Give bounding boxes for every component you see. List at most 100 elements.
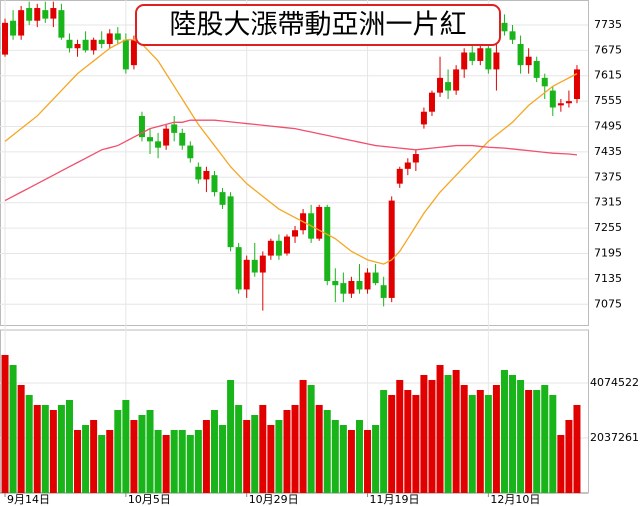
candle-body <box>541 77 548 87</box>
moving-average <box>4 39 578 265</box>
price-panel <box>0 0 589 326</box>
candle-body <box>171 124 178 133</box>
volume-bar <box>9 364 17 493</box>
volume-bar <box>259 404 267 493</box>
volume-bar <box>17 384 25 493</box>
volume-bar <box>138 414 146 493</box>
volume-bar <box>347 429 355 493</box>
candle-body <box>533 60 540 78</box>
candle-body <box>90 39 97 51</box>
candle-body <box>469 52 476 61</box>
candle-body <box>477 48 484 61</box>
volume-bar <box>243 419 251 493</box>
candle-body <box>549 90 556 108</box>
candle-body <box>388 200 395 298</box>
volume-bar <box>267 424 275 493</box>
candle-body <box>461 52 468 70</box>
volume-bar <box>372 424 380 493</box>
volume-bar <box>210 410 218 493</box>
volume-bar <box>130 419 138 493</box>
candle-body <box>18 10 25 36</box>
candle-body <box>195 166 202 180</box>
candle-body <box>356 280 363 290</box>
candle-body <box>138 115 145 138</box>
y-tick-label: 7315 <box>594 196 622 209</box>
volume-bar <box>251 414 259 493</box>
y-tick-label: 7375 <box>594 170 622 183</box>
y-tick-label: 2037261. <box>590 431 640 444</box>
candle-body <box>122 39 129 70</box>
volume-bar <box>388 394 396 493</box>
candle-body <box>82 39 89 51</box>
candle-body <box>235 247 242 290</box>
volume-bar <box>428 379 436 493</box>
volume-bar <box>573 404 581 493</box>
volume-bar <box>194 429 202 493</box>
y-tick-label: 7135 <box>594 272 622 285</box>
volume-bar <box>227 379 235 493</box>
y-tick-label: 7075 <box>594 297 622 310</box>
candle-body <box>324 206 331 281</box>
candle-body <box>428 92 435 112</box>
candle-body <box>316 206 323 239</box>
volume-bar <box>452 369 460 493</box>
volume-bar <box>484 394 492 493</box>
y-tick-label: 7735 <box>594 18 622 31</box>
candle-body <box>348 280 355 294</box>
y-tick-label: 7435 <box>594 145 622 158</box>
candle-body <box>283 236 290 254</box>
candle-body <box>509 31 516 40</box>
volume-bar <box>533 389 541 493</box>
volume-bar <box>170 429 178 493</box>
volume-bar <box>355 419 363 493</box>
candle-body <box>501 22 508 32</box>
volume-bar <box>154 429 162 493</box>
candle-body <box>163 128 170 146</box>
candle-body <box>259 255 266 273</box>
candle-body <box>565 101 572 104</box>
candle-body <box>187 145 194 159</box>
y-tick-label: 7615 <box>594 69 622 82</box>
candle-body <box>525 56 532 66</box>
candle-body <box>74 44 81 49</box>
candle-body <box>114 33 121 40</box>
candle-body <box>573 69 580 100</box>
volume-bar <box>186 435 194 493</box>
volume-bar <box>509 374 517 493</box>
candle-body <box>2 22 9 55</box>
volume-bar <box>235 404 243 493</box>
x-tick-label: 12月10日 <box>490 493 540 506</box>
candle-body <box>517 44 524 66</box>
volume-bar <box>525 389 533 493</box>
volume-bar <box>364 429 372 493</box>
volume-bar <box>315 404 323 493</box>
y-tick-label: 7195 <box>594 246 622 259</box>
candle-body <box>106 33 113 45</box>
volume-bar <box>98 435 106 493</box>
volume-bar <box>283 410 291 493</box>
candle-body <box>437 77 444 93</box>
candle-body <box>50 8 57 19</box>
volume-bar <box>122 399 130 493</box>
volume-bar <box>500 369 508 493</box>
x-tick-label: 9月14日 <box>7 493 50 506</box>
candle-body <box>243 259 250 290</box>
moving-average <box>4 119 578 202</box>
volume-bar <box>549 394 557 493</box>
volume-bar <box>90 419 98 493</box>
volume-bar <box>492 384 500 493</box>
volume-bar <box>412 394 420 493</box>
candle-body <box>130 39 137 66</box>
candle-body <box>219 192 226 205</box>
y-tick-label: 7495 <box>594 120 622 133</box>
volume-bar <box>299 379 307 493</box>
volume-bar <box>541 384 549 493</box>
volume-bar <box>219 424 227 493</box>
x-tick-label: 11月19日 <box>370 493 420 506</box>
volume-bar <box>565 419 573 493</box>
x-tick-label: 10月29日 <box>249 493 299 506</box>
volume-bar <box>331 419 339 493</box>
volume-bar <box>307 384 315 493</box>
candle-body <box>420 111 427 125</box>
volume-bar <box>1 354 9 493</box>
